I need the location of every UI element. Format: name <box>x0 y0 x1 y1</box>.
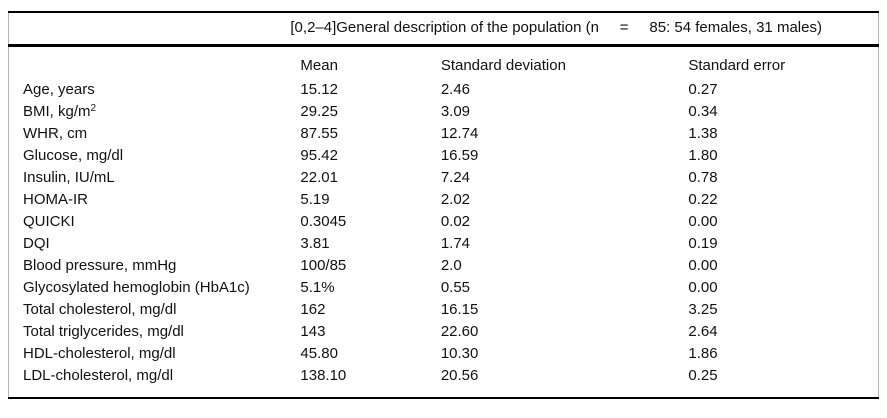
cell-mean: 87.55 <box>300 125 338 142</box>
population-description-table: [0,2–4]General description of the popula… <box>8 11 879 399</box>
row-label: DQI <box>23 235 50 252</box>
row-label: BMI, kg/m2 <box>23 103 97 120</box>
cell-standard-error: 0.22 <box>688 191 718 208</box>
title-row-empty-cell <box>8 12 290 47</box>
cell-standard-deviation: 2.02 <box>440 191 471 208</box>
cell-standard-deviation: 7.24 <box>440 169 471 186</box>
cell-standard-deviation: 0.55 <box>440 279 471 296</box>
table-body: Age, years 15.12 2.46 0.27 BMI, kg/m2 29.25 3.… <box>9 79 879 398</box>
cell-standard-deviation: 16.59 <box>440 147 479 164</box>
cell-standard-deviation: 22.60 <box>440 323 479 340</box>
cell-standard-error: 0.78 <box>688 169 718 186</box>
row-label: Total triglycerides, mg/dl <box>23 323 184 340</box>
table-row: LDL-cholesterol, mg/dl 138.10 20.56 0.25 <box>9 365 879 398</box>
cell-standard-error: 2.64 <box>688 323 718 340</box>
table-row: DQI 3.81 1.74 0.19 <box>9 233 879 255</box>
cell-standard-error: 1.38 <box>688 125 718 142</box>
table-row: Glucose, mg/dl 95.42 16.59 1.80 <box>9 145 879 167</box>
cell-mean: 3.81 <box>300 235 330 252</box>
table-title-row: [0,2–4]General description of the popula… <box>8 12 879 47</box>
row-label: Total cholesterol, mg/dl <box>23 301 177 318</box>
table-row: Total cholesterol, mg/dl 162 16.15 3.25 <box>9 299 879 321</box>
table-title: [0,2–4]General description of the popula… <box>289 12 879 47</box>
column-header-row: Mean Standard deviation Standard error <box>9 46 879 80</box>
cell-standard-error: 1.80 <box>688 147 718 164</box>
cell-standard-deviation: 2.0 <box>440 257 462 274</box>
table-head: [0,2–4]General description of the popula… <box>8 12 879 80</box>
cell-mean: 22.01 <box>300 169 338 186</box>
cell-standard-deviation: 0.02 <box>440 213 471 230</box>
cell-standard-error: 0.00 <box>688 279 718 296</box>
row-label: Blood pressure, mmHg <box>23 257 177 274</box>
cell-mean: 0.3045 <box>300 213 347 230</box>
cell-standard-error: 0.34 <box>688 103 718 120</box>
row-label: Insulin, IU/mL <box>23 169 115 186</box>
cell-standard-deviation: 1.74 <box>440 235 471 252</box>
cell-standard-error: 1.86 <box>688 345 718 362</box>
cell-standard-deviation: 20.56 <box>440 367 479 384</box>
cell-mean: 29.25 <box>300 103 338 120</box>
table-row: Total triglycerides, mg/dl 143 22.60 2.64 <box>9 321 879 343</box>
cell-mean: 45.80 <box>300 345 338 362</box>
unit-superscript: 2 <box>90 103 97 114</box>
cell-mean: 5.19 <box>300 191 330 208</box>
row-label: HDL-cholesterol, mg/dl <box>23 345 176 362</box>
cell-standard-deviation: 16.15 <box>440 301 479 318</box>
table-row: HOMA-IR 5.19 2.02 0.22 <box>9 189 879 211</box>
cell-standard-deviation: 2.46 <box>440 81 471 98</box>
table-figure: [0,2–4]General description of the popula… <box>8 11 879 399</box>
row-label: WHR, cm <box>23 125 88 142</box>
cell-mean: 138.10 <box>300 367 347 384</box>
cell-mean: 100/85 <box>300 257 347 274</box>
row-label: Glucose, mg/dl <box>23 147 124 164</box>
table-row: Blood pressure, mmHg 100/85 2.0 0.00 <box>9 255 879 277</box>
column-header-mean: Mean <box>300 57 338 74</box>
table-row: QUICKI 0.3045 0.02 0.00 <box>9 211 879 233</box>
cell-standard-deviation: 10.30 <box>440 345 479 362</box>
table-row: Insulin, IU/mL 22.01 7.24 0.78 <box>9 167 879 189</box>
cell-standard-error: 0.25 <box>688 367 718 384</box>
cell-mean: 15.12 <box>300 81 338 98</box>
cell-standard-deviation: 12.74 <box>440 125 479 142</box>
row-label: HOMA-IR <box>23 191 88 208</box>
table-row: BMI, kg/m2 29.25 3.09 0.34 <box>9 101 879 123</box>
cell-standard-error: 0.00 <box>688 213 718 230</box>
cell-mean: 143 <box>300 323 326 340</box>
cell-standard-deviation: 3.09 <box>440 103 471 120</box>
cell-mean: 95.42 <box>300 147 338 164</box>
row-label: QUICKI <box>23 213 75 230</box>
table-row: Age, years 15.12 2.46 0.27 <box>9 79 879 101</box>
cell-standard-error: 3.25 <box>688 301 718 318</box>
table-row: WHR, cm 87.55 12.74 1.38 <box>9 123 879 145</box>
row-label: LDL-cholesterol, mg/dl <box>23 367 174 384</box>
cell-standard-error: 0.19 <box>688 235 718 252</box>
column-header-standard-error: Standard error <box>688 57 786 74</box>
column-header-empty <box>9 46 290 80</box>
row-label: Age, years <box>23 81 95 98</box>
table-row: HDL-cholesterol, mg/dl 45.80 10.30 1.86 <box>9 343 879 365</box>
cell-standard-error: 0.27 <box>688 81 718 98</box>
cell-mean: 162 <box>300 301 326 318</box>
cell-standard-error: 0.00 <box>688 257 718 274</box>
table-row: Glycosylated hemoglobin (HbA1c) 5.1% 0.55 0… <box>9 277 879 299</box>
column-header-standard-deviation: Standard deviation <box>440 57 566 74</box>
cell-mean: 5.1% <box>300 279 335 296</box>
row-label: Glycosylated hemoglobin (HbA1c) <box>23 279 250 296</box>
